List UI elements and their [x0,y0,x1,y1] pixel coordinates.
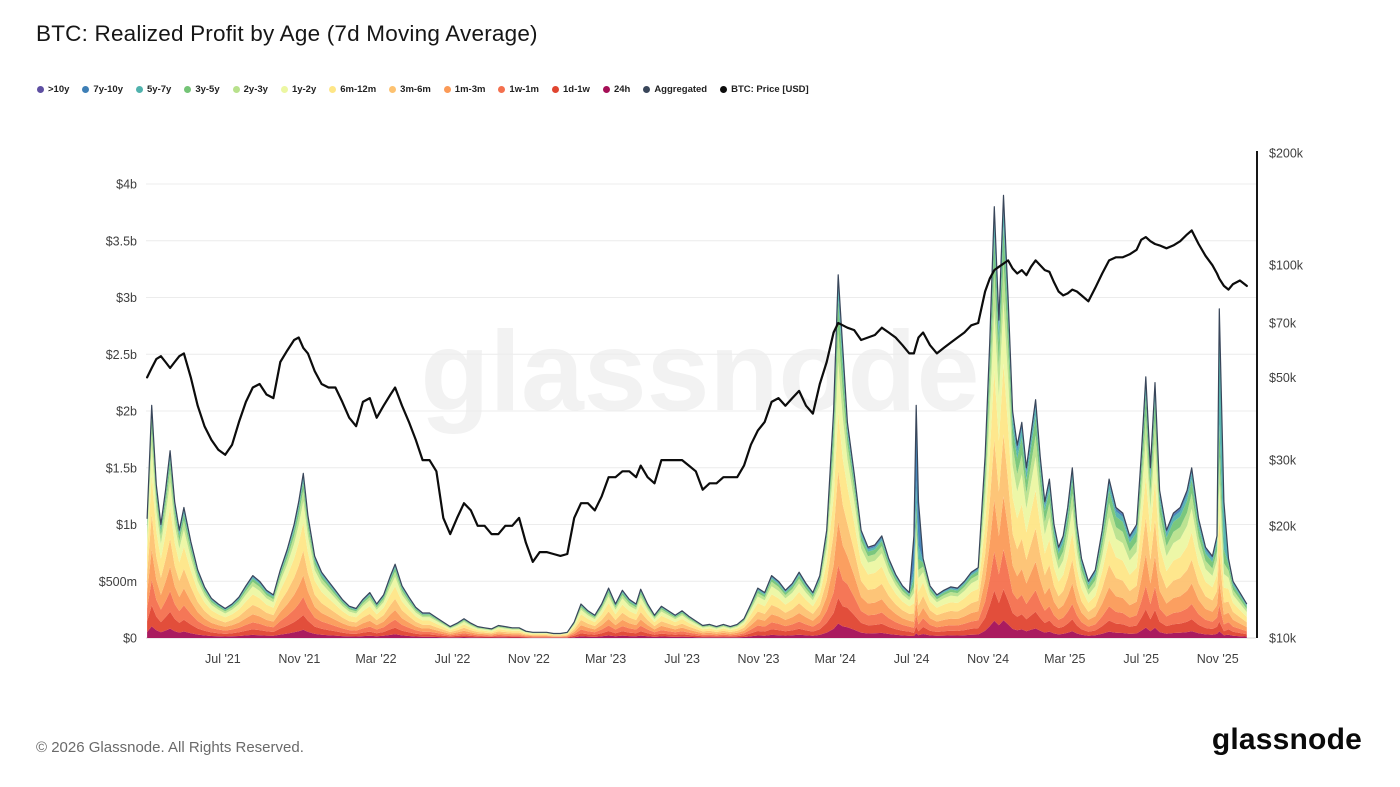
right-axis-tick-label: $50k [1269,371,1297,385]
legend-label: 1w-1m [509,84,539,95]
legend: >10y 7y-10y 5y-7y 3y-5y 2y-3y 1y-2y 6m-12m 3m-6… [37,84,809,95]
legend-swatch [720,86,728,93]
legend-label: Aggregated [654,84,708,95]
left-axis-tick-label: $1.5b [106,461,137,475]
legend-item-24h[interactable]: 24h [602,84,631,95]
legend-swatch [389,86,397,93]
band-1w-1m [147,549,1247,638]
x-axis-tick-label: Nov '24 [967,652,1009,666]
legend-label: 1d-1w [563,84,590,95]
x-axis-tick-label: Mar '23 [585,652,626,666]
legend-item-2y-3y[interactable]: 2y-3y [232,84,268,95]
aggregated-line [146,194,1248,635]
legend-label: >10y [48,84,70,95]
band-1d-1w [147,589,1247,638]
x-axis-tick-label: Mar '22 [355,652,396,666]
legend-label: 2y-3y [243,84,268,95]
legend-label: 1y-2y [291,84,317,95]
band-1m-3m [147,496,1247,637]
legend-swatch [498,86,506,93]
legend-item-1w-1m[interactable]: 1w-1m [498,84,539,95]
left-axis-tick-label: $3.5b [106,234,137,248]
legend-swatch [232,86,240,93]
btc-price-line [146,229,1248,563]
x-axis-tick-label: Nov '22 [508,652,550,666]
legend-label: 5y-7y [147,84,172,95]
left-axis-tick-label: $1b [116,518,137,532]
legend-swatch [37,86,44,93]
legend-label: 24h [613,84,631,95]
legend-item-1y-2y[interactable]: 1y-2y [280,84,317,95]
x-axis-tick-label: Mar '24 [815,652,856,666]
legend-swatch [443,86,451,93]
right-axis-tick-label: $30k [1269,454,1297,468]
legend-item-6m-12m[interactable]: 6m-12m [329,84,376,95]
legend-label: 1m-3m [454,84,486,95]
right-axis-tick-label: $10k [1269,632,1297,646]
left-axis-tick-label: $2b [116,405,137,419]
x-axis-tick-label: Jul '22 [435,652,471,666]
legend-item-3m-6m[interactable]: 3m-6m [389,84,431,95]
left-axis-tick-label: $500m [99,575,137,589]
legend-item-5y-7y[interactable]: 5y-7y [136,84,171,95]
right-axis-tick-label: $20k [1269,519,1297,533]
legend-swatch [552,86,559,93]
legend-swatch [602,86,610,93]
left-axis-tick-label: $2.5b [106,348,137,362]
x-axis-tick-label: Nov '25 [1197,652,1239,666]
x-axis-tick-label: Mar '25 [1044,652,1085,666]
legend-item-1d-1w[interactable]: 1d-1w [552,84,590,95]
x-axis-tick-label: Jul '24 [894,652,930,666]
chart-title: BTC: Realized Profit by Age (7d Moving A… [36,21,538,46]
legend-item-3y-5y[interactable]: 3y-5y [184,84,220,95]
legend-swatch [643,86,651,93]
legend-swatch [136,86,143,93]
right-axis-tick-label: $70k [1269,316,1297,330]
legend-label: 7y-10y [93,84,123,95]
x-axis-tick-label: Nov '21 [278,652,320,666]
watermark: glassnode [420,308,980,434]
legend-label: 6m-12m [340,84,377,95]
legend-label: 3y-5y [195,84,220,95]
band-24h [147,620,1247,638]
legend-label: 3m-6m [400,84,431,95]
legend-item-aggregated[interactable]: Aggregated [643,84,707,95]
x-axis-tick-label: Nov '23 [738,652,780,666]
x-axis-tick-label: Jul '21 [205,652,241,666]
x-axis-tick-label: Jul '25 [1123,652,1159,666]
left-axis-tick-label: $3b [116,291,137,305]
legend-item-1m-3m[interactable]: 1m-3m [443,84,486,95]
legend-swatch [329,86,337,93]
legend-item-btc-price-usd[interactable]: BTC: Price [USD] [720,84,809,95]
legend-item-7y-10y[interactable]: 7y-10y [82,84,123,95]
legend-swatch [82,86,90,93]
right-axis-tick-label: $200k [1269,147,1304,161]
legend-swatch [184,86,192,93]
x-axis-tick-label: Jul '23 [664,652,700,666]
left-axis-tick-label: $4b [116,178,137,192]
copyright-text: © 2026 Glassnode. All Rights Reserved. [36,739,304,756]
legend-swatch [280,86,288,93]
legend-item-10y[interactable]: >10y [37,84,69,95]
legend-label: BTC: Price [USD] [731,84,809,95]
left-axis-tick-label: $0 [123,632,137,646]
right-axis-tick-label: $100k [1269,259,1304,273]
glassnode-logo: glassnode [1211,723,1362,756]
